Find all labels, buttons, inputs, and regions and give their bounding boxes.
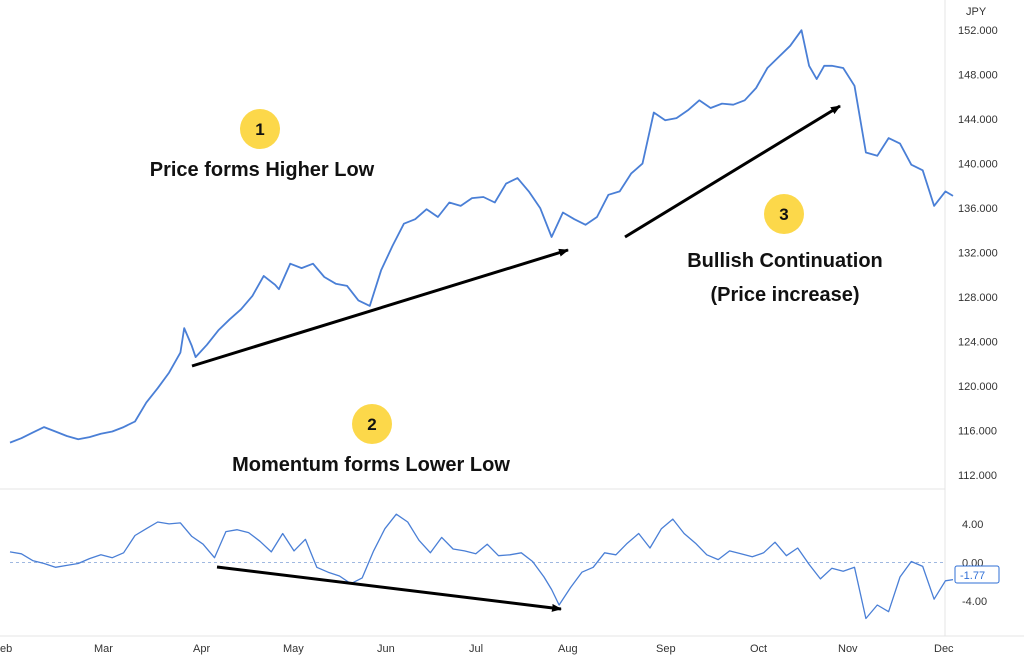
momentum-axis-ticks: 4.000.00-4.00 — [962, 519, 987, 608]
month-label: Jul — [469, 643, 483, 655]
price-tick-label: 124.000 — [958, 336, 998, 348]
badge-1-number: 1 — [255, 120, 264, 139]
month-label: Nov — [838, 643, 858, 655]
price-tick-label: 112.000 — [958, 470, 997, 482]
month-label: Oct — [750, 643, 767, 655]
badge-2-number: 2 — [367, 415, 376, 434]
annotation-higher-low: Price forms Higher Low — [150, 159, 375, 181]
price-tick-label: 116.000 — [958, 425, 997, 437]
month-label: Aug — [558, 643, 578, 655]
price-tick-label: 136.000 — [958, 203, 998, 215]
current-value-label: -1.77 — [960, 570, 985, 582]
badge-1 — [240, 109, 280, 149]
month-label: Dec — [934, 643, 954, 655]
annotation-lower-low: Momentum forms Lower Low — [232, 454, 510, 476]
momentum-line — [9, 513, 954, 620]
annotation-continuation-line-1: Bullish Continuation — [687, 250, 883, 272]
price-tick-label: 152.000 — [958, 25, 998, 37]
lower-low-arrow — [216, 565, 562, 612]
annotation-continuation-line-2: (Price increase) — [711, 284, 860, 306]
month-label: Apr — [193, 643, 210, 655]
price-tick-label: 128.000 — [958, 292, 998, 304]
month-label: May — [283, 643, 304, 655]
price-tick-label: 148.000 — [958, 70, 998, 82]
badge-3-number: 3 — [779, 205, 788, 224]
price-tick-label: 144.000 — [958, 114, 998, 126]
momentum-tick-label: 4.00 — [962, 519, 983, 531]
month-label: Mar — [94, 643, 113, 655]
month-label: Sep — [656, 643, 676, 655]
momentum-tick-label: -4.00 — [962, 596, 987, 608]
continuation-arrow — [624, 104, 841, 239]
price-tick-label: 140.000 — [958, 159, 998, 171]
currency-label: JPY — [966, 6, 987, 18]
badge-2 — [352, 404, 392, 444]
price-tick-label: 132.000 — [958, 248, 998, 260]
badge-3 — [764, 194, 804, 234]
price-line — [9, 29, 954, 444]
price-tick-label: 120.000 — [958, 381, 998, 393]
current-value-tag — [954, 565, 1000, 584]
month-label: Jun — [377, 643, 395, 655]
time-axis-labels: eb Mar Apr May Jun Jul Aug Sep Oct Nov Dec — [0, 643, 954, 655]
price-axis-ticks: 152.000 148.000 144.000 140.000 136.000 132.0… — [958, 25, 998, 482]
higher-low-arrow — [191, 248, 569, 368]
month-label: eb — [0, 643, 12, 655]
